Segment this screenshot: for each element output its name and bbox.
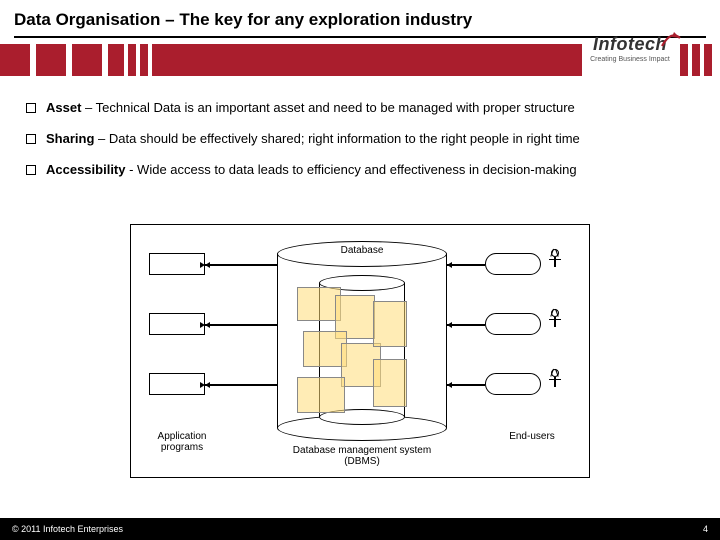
user-icon: [547, 309, 563, 341]
end-users-label: End-users: [487, 431, 577, 442]
accent-bar: [140, 44, 148, 76]
accent-bar: [36, 44, 66, 76]
footer-bar: © 2011 Infotech Enterprises 4: [0, 518, 720, 540]
checkbox-bullet-icon: [26, 103, 36, 113]
dbms-label: Database management system(DBMS): [257, 445, 467, 467]
logo: Infotech Creating Business Impact: [580, 34, 680, 63]
logo-swoosh-icon: [660, 28, 682, 50]
connector: [205, 264, 277, 266]
checkbox-bullet-icon: [26, 134, 36, 144]
accent-bar: [108, 44, 124, 76]
page-number: 4: [703, 524, 708, 534]
copyright-text: © 2011 Infotech Enterprises: [12, 524, 123, 534]
end-user-box: [485, 313, 541, 335]
bullet-item: Asset – Technical Data is an important a…: [26, 100, 694, 115]
dbms-module-box: [373, 359, 407, 407]
app-program-box: [149, 313, 205, 335]
accent-bar: [704, 44, 712, 76]
database-label: Database: [277, 245, 447, 256]
checkbox-bullet-icon: [26, 165, 36, 175]
dbms-module-box: [373, 301, 407, 347]
bullet-list: Asset – Technical Data is an important a…: [26, 100, 694, 193]
bullet-text: Accessibility - Wide access to data lead…: [46, 162, 577, 177]
app-program-box: [149, 373, 205, 395]
accent-bar: [152, 44, 582, 76]
end-user-box: [485, 373, 541, 395]
bullet-text: Sharing – Data should be effectively sha…: [46, 131, 580, 146]
connector: [205, 384, 277, 386]
diagram-frame: Database Applicationprograms Database mana…: [130, 224, 590, 478]
accent-bar: [128, 44, 136, 76]
end-user-box: [485, 253, 541, 275]
app-program-box: [149, 253, 205, 275]
user-icon: [547, 369, 563, 401]
dbms-module-box: [297, 377, 345, 413]
connector: [205, 324, 277, 326]
bullet-item: Sharing – Data should be effectively sha…: [26, 131, 694, 146]
connector: [447, 324, 485, 326]
slide-title: Data Organisation – The key for any expl…: [0, 0, 720, 36]
accent-bar: [0, 44, 30, 76]
accent-bar: [72, 44, 102, 76]
bullet-text: Asset – Technical Data is an important a…: [46, 100, 575, 115]
app-programs-label: Applicationprograms: [137, 431, 227, 453]
user-icon: [547, 249, 563, 281]
connector: [447, 264, 485, 266]
dbms-diagram: Database Applicationprograms Database mana…: [137, 231, 583, 471]
logo-tagline: Creating Business Impact: [580, 56, 680, 63]
connector: [447, 384, 485, 386]
accent-bar: [692, 44, 700, 76]
bullet-item: Accessibility - Wide access to data lead…: [26, 162, 694, 177]
